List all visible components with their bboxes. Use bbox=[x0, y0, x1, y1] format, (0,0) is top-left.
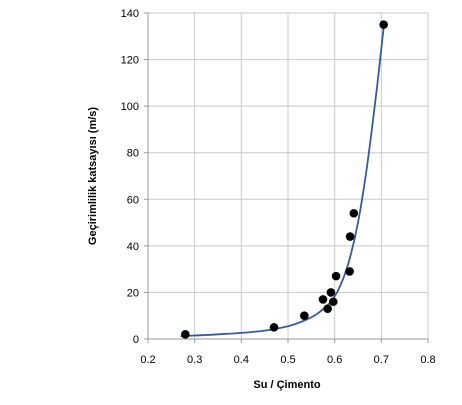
x-tick-label: 0.2 bbox=[140, 354, 155, 366]
data-point bbox=[300, 311, 309, 321]
data-point bbox=[331, 271, 341, 281]
data-point bbox=[269, 323, 279, 332]
trendline-group bbox=[180, 26, 385, 338]
y-tick-label: 60 bbox=[127, 194, 139, 206]
y-tick-label: 120 bbox=[121, 55, 139, 67]
y-tick-label: 140 bbox=[121, 8, 139, 20]
y-tick-labels: 0 20 40 60 80 100 120 140 bbox=[121, 8, 139, 346]
data-point bbox=[349, 208, 359, 218]
x-tick-label: 0.7 bbox=[374, 354, 389, 366]
data-point bbox=[323, 304, 332, 314]
data-point bbox=[318, 295, 328, 304]
y-axis-title: Geçirimlilik katsayısı (m/s) bbox=[87, 107, 99, 246]
x-tick-labels: 0.2 0.3 0.4 0.5 0.6 0.7 0.8 bbox=[140, 354, 435, 366]
y-tick-label: 80 bbox=[127, 148, 139, 160]
grid bbox=[147, 12, 429, 340]
x-tick-label: 0.5 bbox=[280, 354, 295, 366]
y-tick-label: 0 bbox=[133, 334, 139, 346]
data-points bbox=[181, 20, 388, 339]
y-tick-label: 100 bbox=[121, 101, 139, 113]
data-point bbox=[326, 288, 336, 297]
axes bbox=[144, 12, 429, 343]
data-point bbox=[379, 20, 388, 29]
y-tick-label: 20 bbox=[127, 287, 139, 299]
data-point bbox=[181, 330, 190, 339]
x-axis-title: Su / Çimento bbox=[253, 379, 321, 391]
data-point bbox=[345, 267, 354, 276]
x-tick-label: 0.4 bbox=[234, 354, 249, 366]
data-point bbox=[328, 297, 338, 307]
x-tick-label: 0.6 bbox=[327, 354, 342, 366]
y-tick-label: 40 bbox=[127, 241, 139, 253]
data-point bbox=[345, 232, 355, 241]
x-tick-label: 0.8 bbox=[420, 354, 435, 366]
trendline bbox=[180, 26, 385, 338]
x-tick-label: 0.3 bbox=[187, 354, 202, 366]
